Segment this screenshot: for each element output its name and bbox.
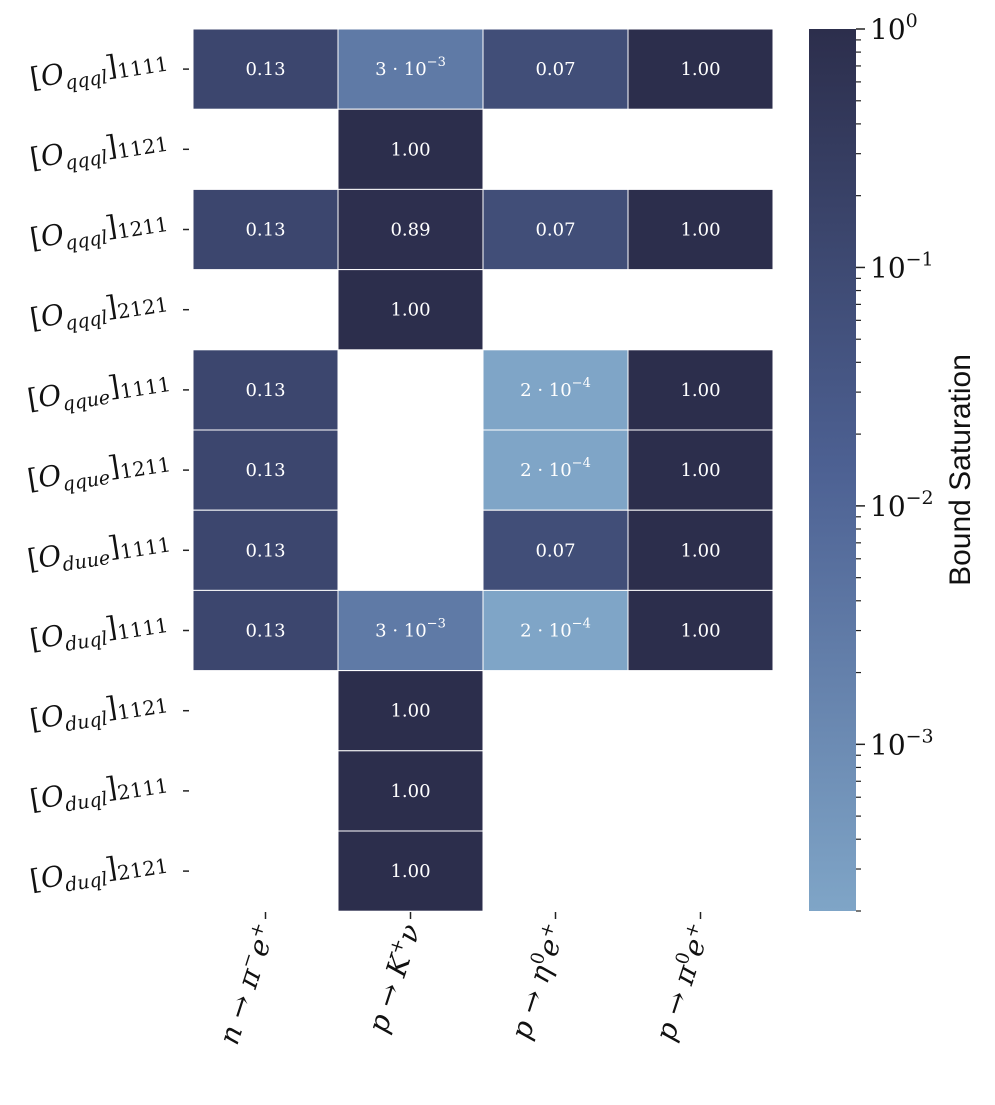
heatmap-cell [627, 188, 774, 271]
heatmap-cell [627, 589, 774, 672]
heatmap-cells: 0.13 3 · 10−3 0.07 1.00 1.00 0.13 0.89 0.07 1.00… [192, 28, 774, 912]
row-label: [Oqque]1111 [25, 361, 173, 421]
cell-value-label: 1.00 [680, 380, 720, 401]
cell-value-label: 1.00 [390, 139, 430, 160]
cell-value-label: 0.07 [535, 220, 575, 241]
svg-text:[Oduql]2111: [Oduql]2111 [28, 762, 171, 821]
svg-text:p → K+ν: p → K+ν [360, 920, 427, 1037]
cell-value-label: 2 · 10−4 [520, 456, 591, 481]
heatmap-cell [337, 188, 484, 271]
column-label: p → K+ν [360, 920, 427, 1037]
svg-text:n → π−e+: n → π−e+ [211, 920, 282, 1049]
svg-text:[Oqque]1111: [Oqque]1111 [25, 361, 173, 421]
cell-value-label: 1.00 [390, 861, 430, 882]
row-label: [Oqqql]1211 [28, 201, 171, 260]
cell-value-label: 1.00 [680, 460, 720, 481]
svg-text:[Oqqql]1121: [Oqqql]1121 [28, 121, 171, 180]
column-label: n → π−e+ [211, 920, 282, 1049]
svg-text:[Oqqql]2121: [Oqqql]2121 [28, 281, 171, 340]
row-label: [Oduue]1111 [25, 521, 173, 581]
heatmap-cell [337, 269, 484, 351]
row-label: [Oqqql]1111 [28, 41, 171, 100]
cell-value-label: 1.00 [390, 701, 430, 722]
svg-text:p → π0e+: p → π0e+ [648, 920, 718, 1045]
colorbar-tick-label: 10−2 [870, 487, 934, 523]
row-label: [Oqqql]2121 [28, 281, 171, 340]
heatmap-cell [337, 108, 484, 190]
heatmap-cell [482, 349, 629, 431]
heatmap-cell [627, 509, 774, 591]
column-labels: n → π−e+ p → K+ν p → η0e+ p → π0e+ [211, 912, 718, 1049]
heatmap-cell [192, 349, 339, 431]
cell-value-label: 3 · 10−3 [375, 55, 446, 80]
cell-value-label: 0.07 [535, 540, 575, 561]
heatmap-cell [482, 28, 629, 110]
colorbar-label: Bound Saturation [944, 354, 977, 586]
heatmap-cell [482, 429, 629, 511]
heatmap-cell [337, 589, 484, 672]
row-label: [Oqque]1211 [25, 441, 173, 501]
cell-value-label: 1.00 [680, 220, 720, 241]
svg-text:[Oduue]1111: [Oduue]1111 [25, 521, 173, 581]
row-label: [Oduql]2121 [28, 843, 171, 902]
colorbar-tick-label: 10−1 [870, 248, 934, 284]
heatmap-cell [482, 188, 629, 271]
cell-value-label: 3 · 10−3 [375, 617, 446, 642]
heatmap-cell [192, 28, 339, 110]
heatmap-cell [337, 830, 484, 912]
heatmap-cell [337, 670, 484, 752]
svg-text:p → η0e+: p → η0e+ [503, 920, 572, 1044]
cell-value-label: 0.13 [245, 460, 285, 481]
svg-text:[Oduql]1111: [Oduql]1111 [28, 602, 171, 661]
heatmap-cell [482, 509, 629, 591]
cell-value-label: 1.00 [680, 540, 720, 561]
cell-value-label: 1.00 [680, 621, 720, 642]
heatmap-cell [627, 429, 774, 511]
cell-value-label: 0.13 [245, 540, 285, 561]
heatmap-cell [627, 28, 774, 110]
cell-value-label: 0.13 [245, 220, 285, 241]
heatmap-cell [337, 750, 484, 832]
heatmap-cell [337, 28, 484, 110]
heatmap-cell [192, 429, 339, 511]
heatmap-cell [192, 188, 339, 271]
row-label: [Oduql]1121 [28, 682, 171, 741]
cell-value-label: 1.00 [390, 300, 430, 321]
row-labels: [Oqqql]1111 [Oqqql]1121 [Oqqql]1211 [Oqqql]… [25, 41, 189, 902]
colorbar-tick-label: 10−3 [870, 725, 934, 761]
colorbar-tick-label: 100 [870, 10, 918, 46]
colorbar-gradient [809, 29, 856, 911]
heatmap-cell [627, 349, 774, 431]
cell-value-label: 2 · 10−4 [520, 617, 591, 642]
row-label: [Oduql]1111 [28, 602, 171, 661]
cell-value-label: 0.13 [245, 380, 285, 401]
cell-value-label: 0.13 [245, 621, 285, 642]
heatmap-cell [192, 589, 339, 672]
colorbar: 100 10−1 10−2 10−3 Bound Saturation [809, 10, 977, 912]
cell-value-label: 0.13 [245, 59, 285, 80]
svg-text:[Oduql]1121: [Oduql]1121 [28, 682, 171, 741]
column-label: p → η0e+ [503, 920, 572, 1044]
cell-value-label: 2 · 10−4 [520, 376, 591, 401]
cell-value-label: 1.00 [390, 781, 430, 802]
cell-value-label: 0.89 [390, 220, 430, 241]
svg-text:[Oqqql]1211: [Oqqql]1211 [28, 201, 171, 260]
row-label: [Oduql]2111 [28, 762, 171, 821]
column-label: p → π0e+ [648, 920, 718, 1045]
cell-value-label: 1.00 [680, 59, 720, 80]
cell-value-label: 0.07 [535, 59, 575, 80]
svg-text:[Oduql]2121: [Oduql]2121 [28, 843, 171, 902]
svg-text:[Oqqql]1111: [Oqqql]1111 [28, 41, 171, 100]
svg-text:[Oqque]1211: [Oqque]1211 [25, 441, 173, 501]
heatmap-cell [482, 589, 629, 672]
row-label: [Oqqql]1121 [28, 121, 171, 180]
